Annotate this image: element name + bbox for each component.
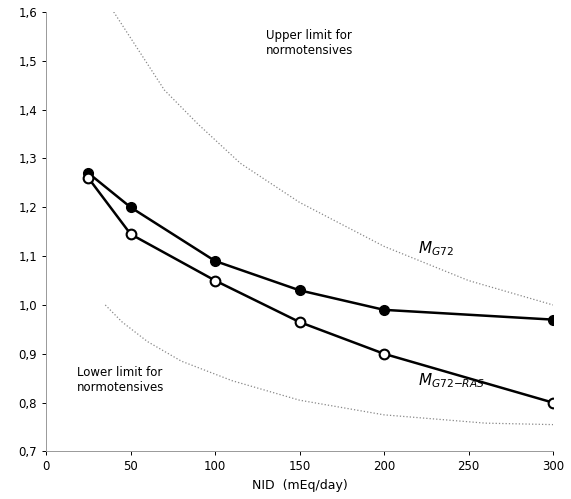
Text: $\mathit{M}_{G72\mathrm{-}RAS}$: $\mathit{M}_{G72\mathrm{-}RAS}$ [418,371,485,390]
Text: $\mathit{M}_{G72}$: $\mathit{M}_{G72}$ [418,240,454,258]
Text: Upper limit for
normotensives: Upper limit for normotensives [266,29,353,57]
X-axis label: NID  (mEq/day): NID (mEq/day) [252,479,347,492]
Text: Lower limit for
normotensives: Lower limit for normotensives [77,366,164,394]
